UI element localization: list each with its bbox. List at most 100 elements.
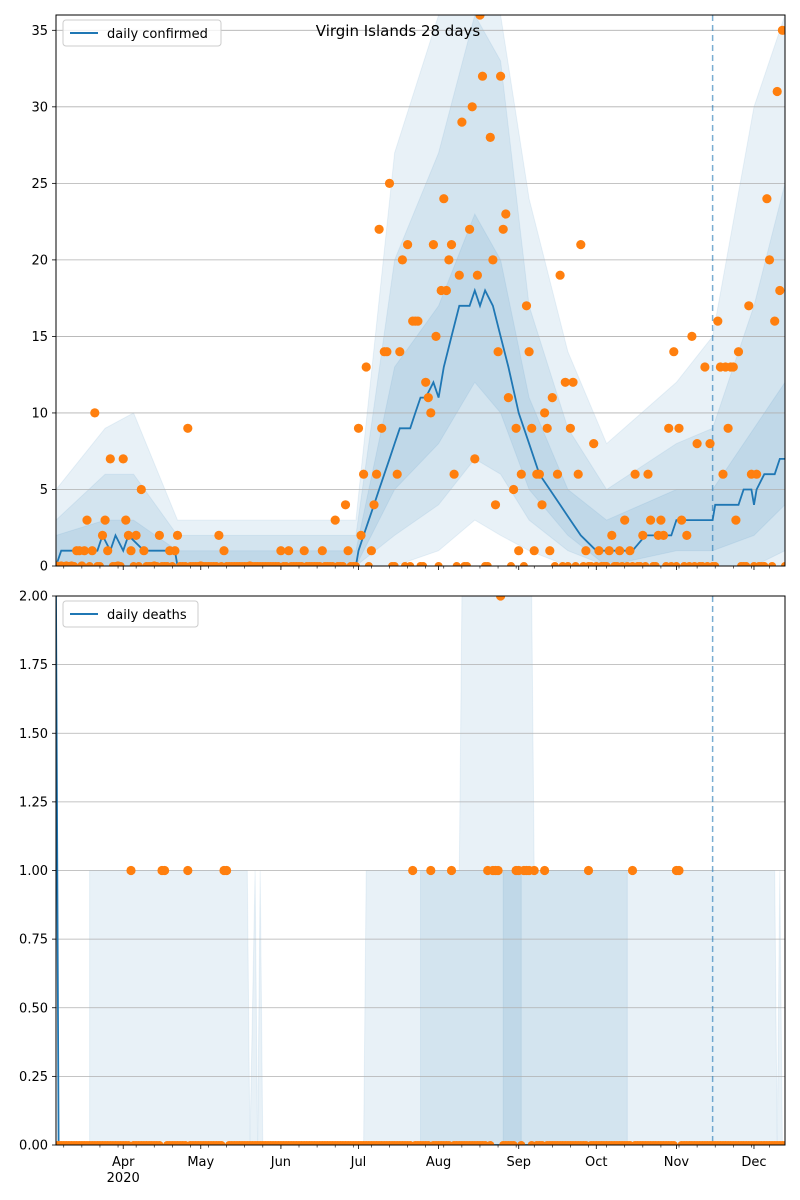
chart-1-zero-point xyxy=(641,562,650,566)
chart-1-data-point-145 xyxy=(762,194,772,204)
chart-1-data-point-68 xyxy=(444,255,454,265)
chart-1-data-point-43 xyxy=(359,469,369,479)
chart-1-data-point-84 xyxy=(498,224,508,234)
chart-1-band-1 xyxy=(56,212,785,566)
chart-1-data-point-73 xyxy=(465,224,475,234)
chart-1-data-point-85 xyxy=(501,209,511,219)
x-tick-label-3: Jun xyxy=(270,1155,291,1170)
chart-1-data-point-15 xyxy=(105,454,115,464)
x-tick-label-7: Oct xyxy=(585,1155,607,1170)
chart-1-data-point-119 xyxy=(643,469,653,479)
chart-2-zero-point xyxy=(781,1141,785,1145)
chart-1-data-point-108 xyxy=(576,240,586,250)
chart-1-data-point-37 xyxy=(317,546,327,556)
chart-1-data-point-10 xyxy=(87,546,97,556)
chart-1-data-point-79 xyxy=(485,132,495,142)
chart-2-y-tick-label-4: 0.75 xyxy=(19,933,48,948)
chart-1-data-point-147 xyxy=(770,316,780,326)
chart-1-data-point-11 xyxy=(90,408,100,418)
chart-1-data-point-81 xyxy=(490,500,501,510)
chart-1-data-point-98 xyxy=(540,408,550,418)
chart-1-data-point-39 xyxy=(340,500,351,510)
chart-1-data-point-9 xyxy=(82,515,92,525)
chart-1-data-point-70 xyxy=(449,469,459,479)
chart-1-data-point-18 xyxy=(121,515,131,525)
chart-1-data-point-128 xyxy=(682,530,692,541)
chart-1-y-tick-label-7: 30 xyxy=(31,100,48,115)
chart-2-data-point-3 xyxy=(160,865,170,876)
x-tick-label-2: May xyxy=(187,1155,214,1170)
chart-1-zero-point xyxy=(742,562,751,566)
chart-2-y-tick-label-3: 0.50 xyxy=(19,1001,48,1016)
chart-1-data-point-109 xyxy=(581,546,591,556)
chart-1-zero-point xyxy=(781,562,785,566)
chart-1-y-tick-label-2: 5 xyxy=(40,483,48,498)
chart-1-band-2 xyxy=(56,15,785,566)
chart-1-data-point-135 xyxy=(718,469,728,479)
chart-1-data-point-13 xyxy=(100,515,110,525)
chart-2-data-point-6 xyxy=(222,865,232,876)
chart-2-legend xyxy=(62,600,199,628)
chart-1-band-3 xyxy=(56,15,785,566)
chart-1-zero-point xyxy=(406,562,415,566)
chart-1-data-point-47 xyxy=(372,469,382,479)
chart-1-data-point-49 xyxy=(377,423,387,433)
chart-1-data-point-86 xyxy=(503,393,513,403)
chart-1-data-point-137 xyxy=(723,423,733,433)
chart-1-zero-point xyxy=(390,562,399,566)
chart-1-data-point-78 xyxy=(477,71,488,81)
chart-1-data-point-120 xyxy=(646,515,656,525)
chart-1-data-point-12 xyxy=(97,530,108,541)
chart-1-data-point-56 xyxy=(403,240,413,250)
chart-1-data-point-64 xyxy=(431,331,441,341)
chart-2-zero-point xyxy=(669,1141,678,1145)
chart-1-data-point-82 xyxy=(493,347,503,357)
chart-1-legend-label: daily confirmed xyxy=(107,27,208,42)
chart-1-data-point-20 xyxy=(126,546,136,556)
chart-2-zero-markers xyxy=(56,1141,785,1145)
chart-1-data-point-45 xyxy=(366,546,376,556)
chart-2-zero-point xyxy=(217,1141,226,1145)
x-tick-label-6: Sep xyxy=(506,1155,531,1170)
chart-1-data-point-113 xyxy=(607,530,617,541)
chart-1-data-point-94 xyxy=(529,546,539,556)
chart-1-data-point-90 xyxy=(516,469,526,479)
chart-1-data-point-132 xyxy=(705,439,715,449)
chart-1-y-tick-label-1: 0 xyxy=(40,560,48,575)
chart-1-data-point-62 xyxy=(426,408,436,418)
chart-1-y-tick-label-6: 25 xyxy=(31,177,48,192)
chart-2-zero-point xyxy=(509,1141,518,1145)
chart-1-plot-area xyxy=(56,15,785,566)
chart-2-y-tick-label-6: 1.25 xyxy=(19,795,48,810)
chart-1-data-point-55 xyxy=(397,255,407,265)
chart-1-data-point-118 xyxy=(638,530,648,541)
chart-1-y-tick-label-8: 35 xyxy=(31,24,48,39)
chart-1-data-point-4 xyxy=(66,561,77,566)
chart-2-y-tick-label-9: 2.00 xyxy=(19,590,48,605)
chart-1-zero-point xyxy=(672,562,681,566)
chart-1-data-point-38 xyxy=(330,515,340,525)
chart-1-data-point-102 xyxy=(552,469,563,479)
chart-2-legend-label: daily deaths xyxy=(107,608,187,623)
chart-1-series-line xyxy=(56,287,785,566)
chart-1-legend xyxy=(62,19,222,47)
chart-2-data-point-25 xyxy=(674,865,684,876)
x-tick-sublabel-1: 2020 xyxy=(107,1171,140,1186)
chart-1-zero-point xyxy=(768,562,777,566)
chart-1-legend-box xyxy=(62,19,222,47)
chart-1-data-point-51 xyxy=(382,347,392,357)
chart-title: Virgin Islands 28 days xyxy=(316,22,481,40)
chart-1-data-point-74 xyxy=(467,102,477,112)
chart-2-data-point-20 xyxy=(529,865,539,876)
chart-1-data-point-22 xyxy=(136,484,146,495)
chart-1-data-point-105 xyxy=(565,423,576,433)
chart-2-legend-box xyxy=(62,600,199,628)
chart-1-data-point-148 xyxy=(772,86,782,97)
chart-1-data-point-103 xyxy=(555,270,565,280)
chart-2-data-point-9 xyxy=(446,865,457,876)
chart-1-data-point-92 xyxy=(524,347,534,357)
chart-1-data-point-29 xyxy=(183,423,193,433)
chart-2-series-line xyxy=(56,596,785,1145)
chart-1-zero-point xyxy=(463,562,471,566)
chart-1-data-point-141 xyxy=(733,347,744,357)
